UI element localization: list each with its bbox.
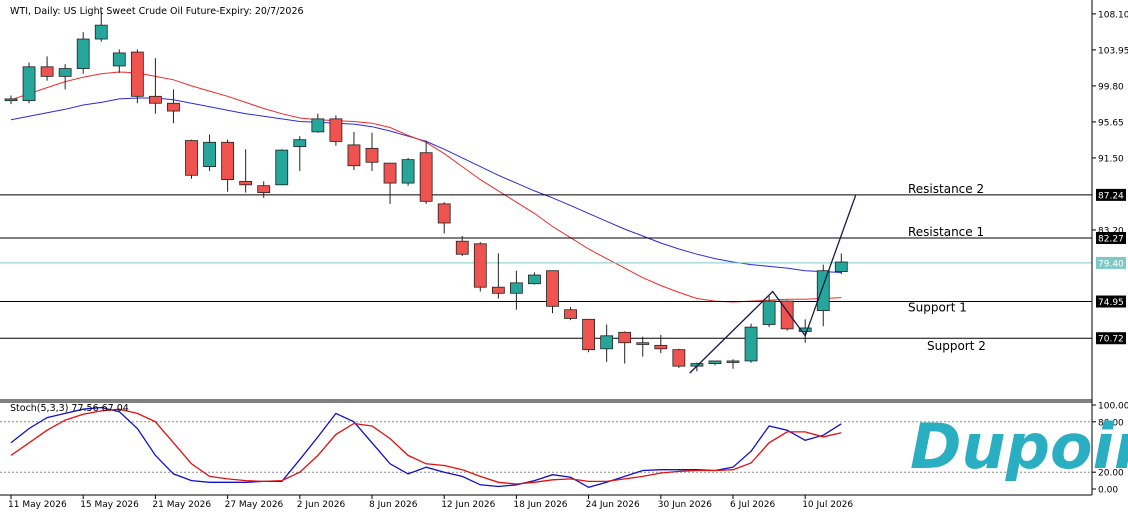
bullish-candle bbox=[762, 300, 776, 325]
bearish-candle bbox=[257, 185, 271, 194]
bearish-candle bbox=[221, 141, 235, 181]
price-tick-label: 95.65 bbox=[1098, 118, 1124, 128]
bearish-candle bbox=[347, 144, 361, 167]
time-tick-label: 27 May 2026 bbox=[225, 500, 284, 510]
bullish-candle bbox=[76, 38, 90, 69]
stochastic-tick-label: 20.00 bbox=[1098, 469, 1124, 479]
current-price-box bbox=[1096, 256, 1126, 269]
level-value-box bbox=[1096, 332, 1126, 345]
bearish-candle bbox=[564, 309, 577, 319]
bullish-candle bbox=[816, 270, 830, 312]
level-value-text: 70.72 bbox=[1098, 335, 1124, 345]
price-panel: Resistance 2 Resistance 1 Support 1 Support… bbox=[0, 11, 1092, 374]
chart-title: WTI, Daily: US Light Sweet Crude Oil Fut… bbox=[10, 6, 304, 17]
bearish-candle bbox=[329, 118, 343, 142]
bullish-candle bbox=[311, 118, 325, 133]
time-tick-label: 24 Jun 2026 bbox=[586, 500, 640, 510]
bearish-candle bbox=[239, 180, 253, 186]
time-tick-label: 12 Jun 2026 bbox=[441, 500, 495, 510]
dupoin-logo-text: Dupoin bbox=[910, 410, 1128, 483]
time-tick-label: 2 Jun 2026 bbox=[297, 500, 346, 510]
level-value-box bbox=[1096, 295, 1126, 308]
bullish-candle bbox=[22, 66, 36, 102]
bullish-candle bbox=[401, 159, 415, 184]
bullish-candle bbox=[528, 274, 541, 285]
stochastic-signal-line bbox=[10, 408, 842, 485]
time-tick-label: 15 May 2026 bbox=[80, 500, 139, 510]
stochastic-title: Stoch(5,3,3) 77.56 67.04 bbox=[10, 403, 129, 414]
time-tick-label: 8 Jun 2026 bbox=[369, 500, 418, 510]
price-tick-label: 91.50 bbox=[1098, 154, 1124, 164]
bearish-candle bbox=[365, 147, 379, 163]
bearish-candle bbox=[419, 152, 433, 202]
price-tick-label: 83.20 bbox=[1098, 226, 1124, 236]
bullish-candle bbox=[203, 141, 216, 167]
bearish-candle bbox=[437, 203, 451, 224]
bearish-candle bbox=[167, 102, 180, 112]
time-tick-label: 11 May 2026 bbox=[8, 500, 67, 510]
bearish-candle bbox=[654, 344, 668, 350]
level-value-box bbox=[1096, 232, 1126, 245]
bullish-candle bbox=[293, 139, 307, 148]
dupoin-logo: Dupoin bbox=[910, 410, 1128, 483]
bearish-candle bbox=[185, 140, 198, 176]
level-label: Support 1 bbox=[908, 301, 967, 315]
bearish-candle bbox=[455, 240, 469, 255]
bullish-candle bbox=[708, 360, 722, 364]
price-tick-label: 99.80 bbox=[1098, 82, 1124, 92]
level-value-text: 74.95 bbox=[1098, 298, 1124, 308]
price-tick-label: 103.95 bbox=[1098, 46, 1128, 56]
bearish-candle bbox=[546, 270, 559, 307]
bearish-candle bbox=[473, 243, 487, 288]
time-tick-label: 30 Jun 2026 bbox=[658, 500, 712, 510]
bearish-candle bbox=[636, 342, 650, 345]
bearish-candle bbox=[491, 286, 505, 294]
bullish-candle bbox=[798, 327, 812, 332]
stochastic-tick-label: 0.00 bbox=[1098, 486, 1118, 496]
bullish-candle bbox=[744, 326, 758, 362]
bearish-candle bbox=[618, 331, 632, 344]
stochastic-panel bbox=[0, 406, 1092, 488]
level-value-text: 87.24 bbox=[1098, 191, 1124, 201]
level-value-text: 82.27 bbox=[1098, 235, 1124, 245]
bullish-candle bbox=[726, 360, 740, 363]
price-tick-label: 108.10 bbox=[1098, 10, 1128, 20]
level-label: Support 2 bbox=[927, 339, 986, 353]
bearish-candle bbox=[582, 318, 595, 351]
bullish-candle bbox=[58, 68, 72, 77]
level-value-box bbox=[1096, 188, 1126, 201]
bullish-candle bbox=[275, 149, 289, 186]
time-tick-label: 21 May 2026 bbox=[152, 500, 211, 510]
bullish-candle bbox=[94, 24, 108, 40]
bullish-candle bbox=[112, 52, 126, 67]
trend-projection-line bbox=[689, 194, 857, 374]
level-label: Resistance 1 bbox=[908, 225, 984, 239]
stochastic-tick-label: 100.00 bbox=[1098, 402, 1128, 412]
current-price-text: 79.40 bbox=[1098, 259, 1124, 269]
level-label: Resistance 2 bbox=[908, 182, 984, 196]
bearish-candle bbox=[672, 349, 686, 367]
bullish-candle bbox=[4, 98, 18, 102]
time-tick-label: 18 Jun 2026 bbox=[513, 500, 567, 510]
bearish-candle bbox=[40, 66, 54, 77]
bullish-candle bbox=[834, 261, 848, 272]
bearish-candle bbox=[130, 51, 144, 97]
bullish-candle bbox=[600, 335, 614, 350]
time-tick-label: 10 Jul 2026 bbox=[802, 500, 853, 510]
bearish-candle bbox=[148, 95, 162, 104]
bullish-candle bbox=[509, 282, 523, 294]
stochastic-tick-label: 80.00 bbox=[1098, 418, 1124, 428]
time-tick-label: 6 Jul 2026 bbox=[730, 500, 775, 510]
bearish-candle bbox=[383, 162, 397, 184]
